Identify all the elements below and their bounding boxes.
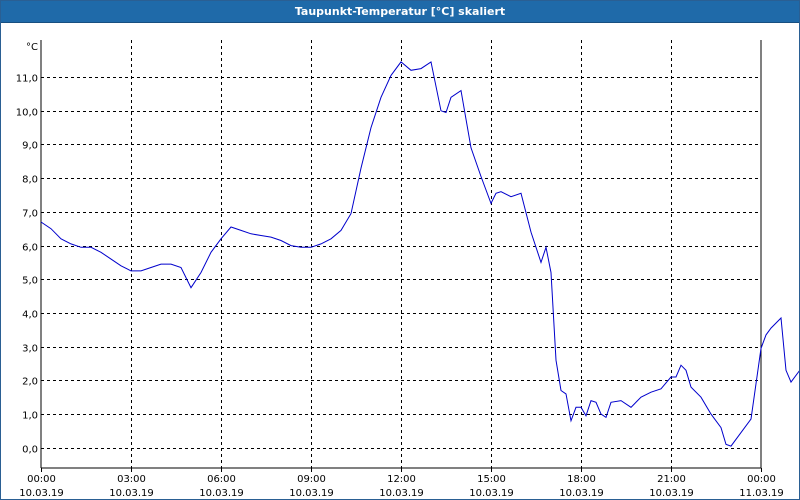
x-tick-time: 18:00 (567, 474, 596, 485)
dewpoint-series-line (40, 61, 799, 447)
x-tick-time: 15:00 (477, 474, 506, 485)
plot-area (41, 40, 761, 468)
x-tick-time: 03:00 (117, 474, 146, 485)
x-tick-date: 10.03.19 (559, 488, 604, 499)
y-tick-label: 9,0 (22, 141, 38, 152)
x-tick-date: 10.03.19 (469, 488, 514, 499)
y-tick-label: 6,0 (22, 243, 38, 254)
y-tick-label: 4,0 (22, 310, 38, 321)
y-tick-label: 7,0 (22, 209, 38, 220)
x-tick-date: 10.03.19 (379, 488, 424, 499)
y-tick-label: 2,0 (22, 377, 38, 388)
y-tick-label: 5,0 (22, 276, 38, 287)
y-tick-label: 11,0 (16, 74, 38, 85)
x-tick-date: 10.03.19 (649, 488, 694, 499)
x-tick-date: 11.03.19 (739, 488, 784, 499)
x-tick-date: 10.03.19 (199, 488, 244, 499)
x-tick-time: 12:00 (387, 474, 416, 485)
y-tick-label: 0,0 (22, 445, 38, 456)
x-tick-date: 10.03.19 (109, 488, 154, 499)
y-tick-label: 10,0 (16, 108, 38, 119)
x-tick-time: 00:00 (747, 474, 776, 485)
y-axis-unit-label: °C (26, 42, 38, 53)
x-tick-labels: 00:00 10.03.19 03:00 10.03.19 06:00 10.03.19 0… (19, 474, 784, 499)
x-tick-date: 10.03.19 (19, 488, 64, 499)
x-tick-date: 10.03.19 (289, 488, 334, 499)
y-tick-label: 3,0 (22, 344, 38, 355)
y-tick-label: 1,0 (22, 411, 38, 422)
grid-lines (41, 40, 762, 472)
y-tick-labels: 0,0 1,0 2,0 3,0 4,0 5,0 6,0 7,0 8,0 9,0 10,0 11,0 (16, 74, 38, 456)
x-tick-time: 21:00 (657, 474, 686, 485)
x-tick-time: 00:00 (27, 474, 56, 485)
window-title: Taupunkt-Temperatur [°C] skaliert (1, 1, 799, 23)
y-tick-label: 8,0 (22, 175, 38, 186)
x-tick-time: 06:00 (207, 474, 236, 485)
x-tick-time: 09:00 (297, 474, 326, 485)
dewpoint-chart: °C 0,0 1,0 2,0 3,0 4,0 5,0 6,0 7,0 8,0 9,0 10,0 11,… (16, 40, 799, 499)
